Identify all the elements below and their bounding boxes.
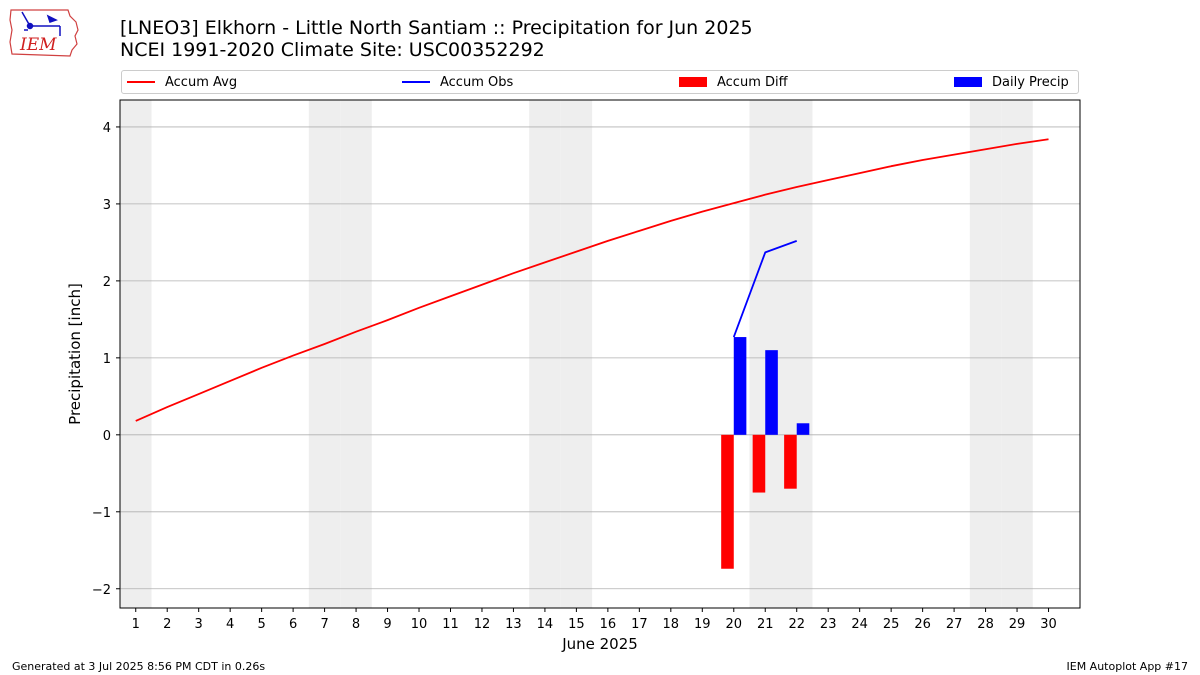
accum-obs-line [732, 240, 798, 338]
y-tick-label-3: 3 [103, 198, 111, 213]
x-tick-label-27: 27 [946, 617, 963, 632]
bar-series [721, 337, 810, 569]
x-tick-label-15: 15 [568, 617, 585, 632]
x-axis-label: June 2025 [561, 635, 638, 653]
weather-station-icon [21, 11, 61, 36]
x-tick-label-16: 16 [600, 617, 617, 632]
iem-logo: IEM [9, 9, 79, 57]
plot-frame [119, 99, 1081, 609]
x-tick-label-13: 13 [505, 617, 522, 632]
legend-entry-accum-diff: Accum Diff [679, 71, 788, 93]
weekend-band-14 [529, 100, 561, 608]
legend-label: Accum Obs [440, 74, 514, 90]
weekend-band-1 [120, 100, 152, 608]
y-gridlines [120, 126, 1080, 590]
x-tick-label-5: 5 [257, 617, 265, 632]
legend-label: Accum Avg [165, 74, 238, 90]
weekend-band-8 [340, 100, 372, 608]
accum-avg-line [135, 138, 1049, 422]
y-tick-label--2: −2 [92, 583, 111, 598]
x-tick-label-26: 26 [914, 617, 931, 632]
x-tick-label-2: 2 [163, 617, 171, 632]
app-credit: IEM Autoplot App #17 [1066, 660, 1189, 673]
x-tick-label-12: 12 [474, 617, 491, 632]
y-tick-label-1: 1 [103, 352, 111, 367]
legend-label: Accum Diff [717, 74, 788, 90]
accum-diff-bar-22 [784, 434, 797, 489]
iowa-state-outline [9, 9, 79, 57]
y-axis-label: Precipitation [inch] [66, 283, 84, 425]
legend-swatch-accum-obs [402, 81, 430, 83]
legend-swatch-accum-diff [679, 77, 707, 87]
weekend-band-28 [969, 100, 1002, 608]
y-tick-label-2: 2 [103, 275, 111, 290]
legend-entry-daily-precip: Daily Precip [954, 71, 1069, 93]
chart-title: [LNEO3] Elkhorn - Little North Santiam :… [120, 17, 753, 39]
daily-precip-bar-21 [765, 350, 778, 435]
x-axis: 1 2 3 4 5 6 7 8 9 10 11 12 13 14 15 16 17 18 19 20 21 22 23 24 2… [132, 608, 1057, 632]
legend-entry-accum-avg: Accum Avg [127, 71, 237, 93]
x-tick-label-22: 22 [788, 617, 805, 632]
daily-precip-bar-22 [796, 423, 810, 435]
y-axis: −2 −1 0 1 2 3 4 [92, 121, 120, 598]
x-tick-label-6: 6 [289, 617, 297, 632]
x-tick-label-10: 10 [411, 617, 428, 632]
x-tick-label-8: 8 [352, 617, 360, 632]
weekend-band-15 [560, 100, 593, 608]
logo-text: IEM [19, 35, 57, 55]
chart-subtitle: NCEI 1991-2020 Climate Site: USC00352292 [120, 39, 545, 61]
legend-swatch-daily-precip [954, 77, 982, 87]
x-tick-label-25: 25 [883, 617, 900, 632]
legend-label: Daily Precip [992, 74, 1069, 90]
generated-timestamp: Generated at 3 Jul 2025 8:56 PM CDT in 0… [12, 660, 266, 673]
x-tick-label-14: 14 [537, 617, 554, 632]
x-tick-label-24: 24 [851, 617, 868, 632]
legend-entry-accum-obs: Accum Obs [402, 71, 513, 93]
weekend-band-29 [1001, 100, 1033, 608]
x-tick-label-20: 20 [725, 617, 742, 632]
x-tick-label-19: 19 [694, 617, 711, 632]
accum-diff-bar-21 [752, 434, 766, 493]
x-tick-label-17: 17 [631, 617, 648, 632]
x-tick-label-28: 28 [977, 617, 994, 632]
x-tick-label-30: 30 [1040, 617, 1057, 632]
weekend-band-22 [780, 100, 813, 608]
weekend-shading [120, 100, 1033, 608]
weekend-band-7 [308, 100, 341, 608]
x-tick-label-21: 21 [757, 617, 774, 632]
x-tick-label-4: 4 [226, 617, 234, 632]
x-tick-label-1: 1 [132, 617, 140, 632]
chart-legend: Accum Avg Accum Obs Accum Diff Daily Pre… [121, 70, 1079, 94]
x-tick-label-18: 18 [663, 617, 680, 632]
x-tick-label-9: 9 [383, 617, 391, 632]
y-tick-label--1: −1 [92, 506, 111, 521]
daily-precip-bar-20 [733, 337, 747, 435]
x-tick-label-29: 29 [1009, 617, 1026, 632]
line-series [135, 138, 1049, 422]
x-tick-label-7: 7 [320, 617, 328, 632]
y-tick-label-0: 0 [103, 429, 111, 444]
x-tick-label-23: 23 [820, 617, 837, 632]
x-tick-label-11: 11 [442, 617, 459, 632]
x-tick-label-3: 3 [195, 617, 203, 632]
legend-swatch-accum-avg [127, 81, 155, 83]
y-tick-label-4: 4 [103, 121, 111, 136]
accum-diff-bar-20 [721, 434, 734, 569]
